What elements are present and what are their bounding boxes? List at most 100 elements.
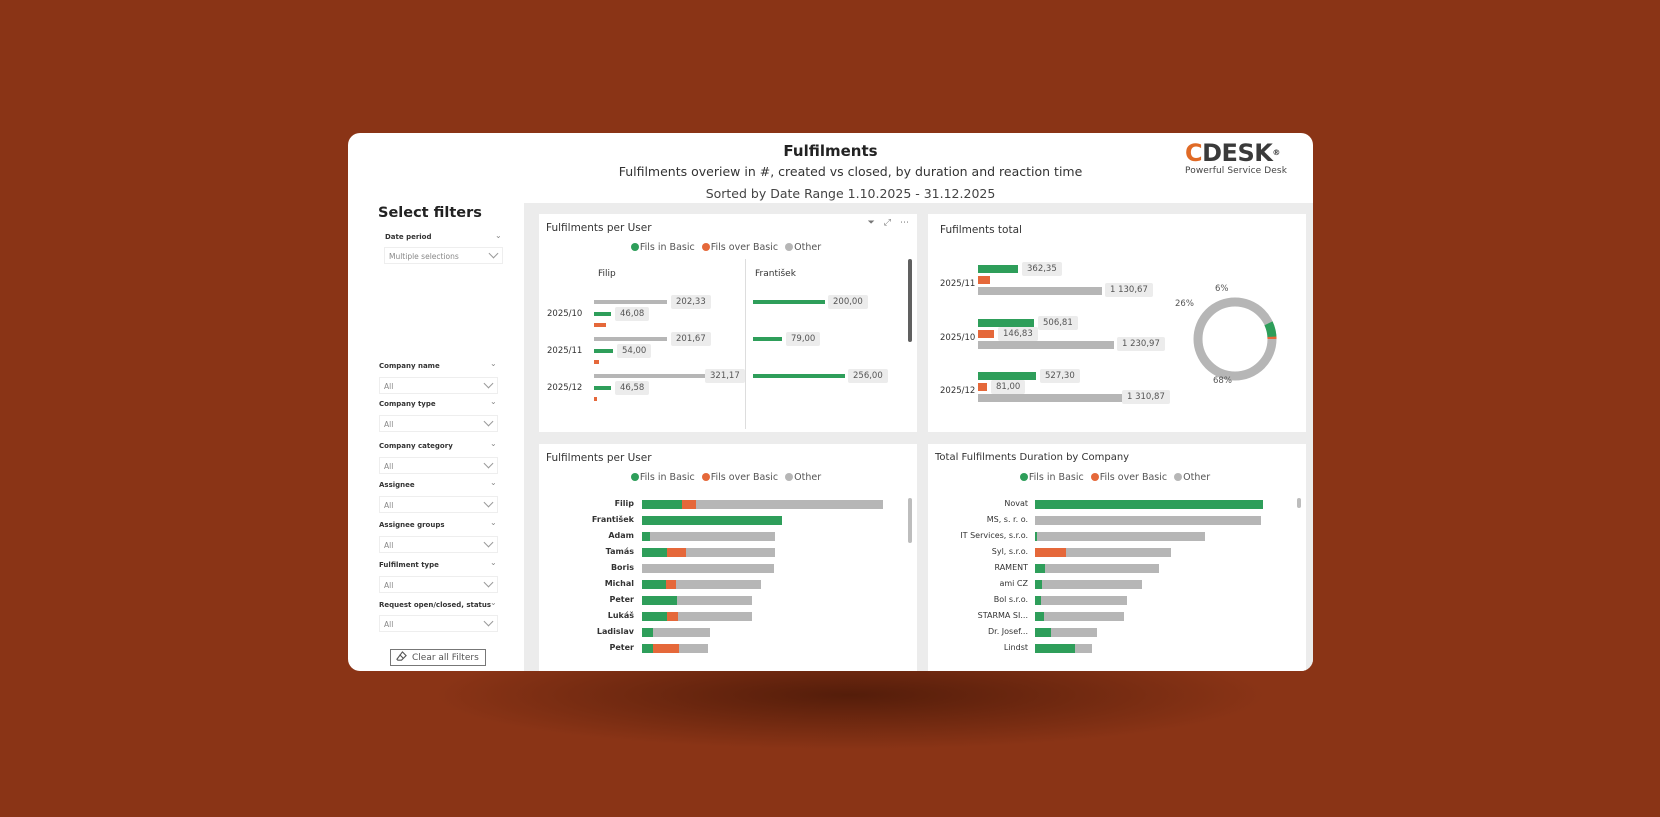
page-title: Fulfilments: [783, 142, 878, 160]
bar-other[interactable]: [978, 394, 1122, 402]
bar-basic[interactable]: [978, 265, 1018, 273]
company-bar[interactable]: [1035, 532, 1205, 541]
logo-c: C: [1185, 139, 1203, 167]
bar-over[interactable]: [594, 397, 597, 401]
chevron-down-icon[interactable]: ⌄: [490, 439, 497, 448]
logo-registered: ®: [1272, 148, 1280, 157]
chevron-down-icon[interactable]: ⌄: [490, 397, 497, 406]
legend-dot-other: [785, 243, 794, 251]
company-bar[interactable]: [1035, 612, 1124, 621]
legend-other-label: Other: [794, 242, 822, 253]
company-bar[interactable]: [1035, 548, 1171, 557]
eraser-icon: [396, 650, 407, 665]
chevron-down-icon[interactable]: ⌄: [490, 478, 497, 487]
bar-other[interactable]: [594, 337, 667, 341]
logo-tagline: Powerful Service Desk: [1185, 166, 1288, 176]
scrollbar[interactable]: [1297, 498, 1301, 508]
chevron-down-icon[interactable]: ⌄: [490, 558, 497, 567]
bar-basic[interactable]: [978, 319, 1034, 327]
bar-other[interactable]: [978, 287, 1102, 295]
company-type-select[interactable]: All: [379, 415, 498, 432]
data-label: 146,83: [998, 327, 1038, 341]
data-label: 506,81: [1038, 316, 1078, 330]
chevron-down-icon[interactable]: ⌄: [490, 598, 497, 607]
company-bar[interactable]: [1035, 596, 1127, 605]
chevron-down-icon[interactable]: ⌄: [490, 518, 497, 527]
chart-legend: Fils in Basic Fils over Basic Other: [539, 472, 917, 483]
bar-over[interactable]: [978, 276, 990, 284]
user-bar[interactable]: [642, 548, 775, 557]
data-label: 46,58: [615, 381, 650, 395]
user-bar[interactable]: [642, 580, 761, 589]
scrollbar[interactable]: [908, 259, 912, 342]
per-user-top-card: Fulfilments per User ⏷ ⤢ ⋯ Fils in Basic…: [539, 214, 917, 432]
bar-over[interactable]: [594, 360, 599, 364]
legend-over-label: Fils over Basic: [710, 242, 779, 253]
company-label: Dr. Josef...: [987, 627, 1028, 636]
bar-basic[interactable]: [753, 300, 825, 304]
user-bar[interactable]: [642, 628, 710, 637]
chart-legend: Fils in Basic Fils over Basic Other: [539, 242, 917, 253]
bar-over[interactable]: [594, 323, 606, 327]
data-label: 201,67: [671, 332, 711, 346]
card-title: Total Fulfilments Duration by Company: [935, 452, 1130, 463]
company-category-select[interactable]: All: [379, 457, 498, 474]
company-label: IT Services, s.r.o.: [960, 531, 1028, 540]
chevron-down-icon[interactable]: ⌄: [490, 359, 497, 368]
bar-other[interactable]: [594, 374, 709, 378]
fulfilment-type-value: All: [384, 581, 394, 590]
legend-dot-basic: [630, 243, 639, 251]
date-period-select[interactable]: Multiple selections: [384, 247, 503, 264]
request-status-select[interactable]: All: [379, 615, 498, 632]
legend-dot-basic: [630, 473, 639, 481]
company-bar[interactable]: [1035, 580, 1142, 589]
bar-basic[interactable]: [594, 312, 611, 316]
company-label: Novat: [1004, 499, 1028, 508]
user-bar[interactable]: [642, 612, 752, 621]
row-label: 2025/11: [547, 346, 583, 356]
company-label: MS, s. r. o.: [986, 515, 1028, 524]
data-label: 54,00: [617, 344, 652, 358]
more-options-icon[interactable]: ⋯: [900, 218, 909, 228]
data-label: 321,17: [705, 369, 745, 383]
legend-dot-over: [701, 243, 710, 251]
user-bar[interactable]: [642, 532, 775, 541]
company-bar[interactable]: [1035, 628, 1097, 637]
assignee-label: Assignee: [379, 481, 415, 489]
bar-basic[interactable]: [594, 386, 611, 390]
bar-over[interactable]: [978, 383, 987, 391]
bar-over[interactable]: [978, 330, 994, 338]
data-label: 200,00: [828, 295, 868, 309]
bar-basic[interactable]: [753, 337, 782, 341]
focus-mode-icon[interactable]: ⤢: [883, 218, 891, 228]
filters-title: Select filters: [378, 205, 482, 221]
chevron-down-icon[interactable]: ⌄: [495, 231, 502, 240]
assignee-select[interactable]: All: [379, 496, 498, 513]
user-bar[interactable]: [642, 596, 752, 605]
donut-chart[interactable]: [1190, 294, 1280, 384]
company-bar[interactable]: [1035, 564, 1159, 573]
bar-other[interactable]: [978, 341, 1114, 349]
bar-basic[interactable]: [978, 372, 1036, 380]
report-window: Fulfilments Fulfilments overiew in #, cr…: [348, 133, 1313, 671]
user-bar[interactable]: [642, 564, 774, 573]
company-bar[interactable]: [1035, 516, 1261, 525]
company-bar[interactable]: [1035, 500, 1263, 509]
filter-icon[interactable]: ⏷: [867, 218, 875, 228]
user-bar[interactable]: [642, 516, 782, 525]
clear-filters-button[interactable]: Clear all Filters: [390, 649, 486, 666]
scrollbar[interactable]: [908, 498, 912, 543]
fulfilment-type-select[interactable]: All: [379, 576, 498, 593]
user-label: Ladislav: [596, 627, 634, 636]
data-label: 362,35: [1022, 262, 1062, 276]
bar-basic[interactable]: [753, 374, 845, 378]
chart-legend: Fils in Basic Fils over Basic Other: [928, 472, 1306, 483]
legend-dot-over: [701, 473, 710, 481]
company-name-select[interactable]: All: [379, 377, 498, 394]
bar-other[interactable]: [594, 300, 667, 304]
assignee-groups-select[interactable]: All: [379, 536, 498, 553]
bar-basic[interactable]: [594, 349, 613, 353]
user-bar[interactable]: [642, 500, 883, 509]
user-bar[interactable]: [642, 644, 708, 653]
company-bar[interactable]: [1035, 644, 1092, 653]
